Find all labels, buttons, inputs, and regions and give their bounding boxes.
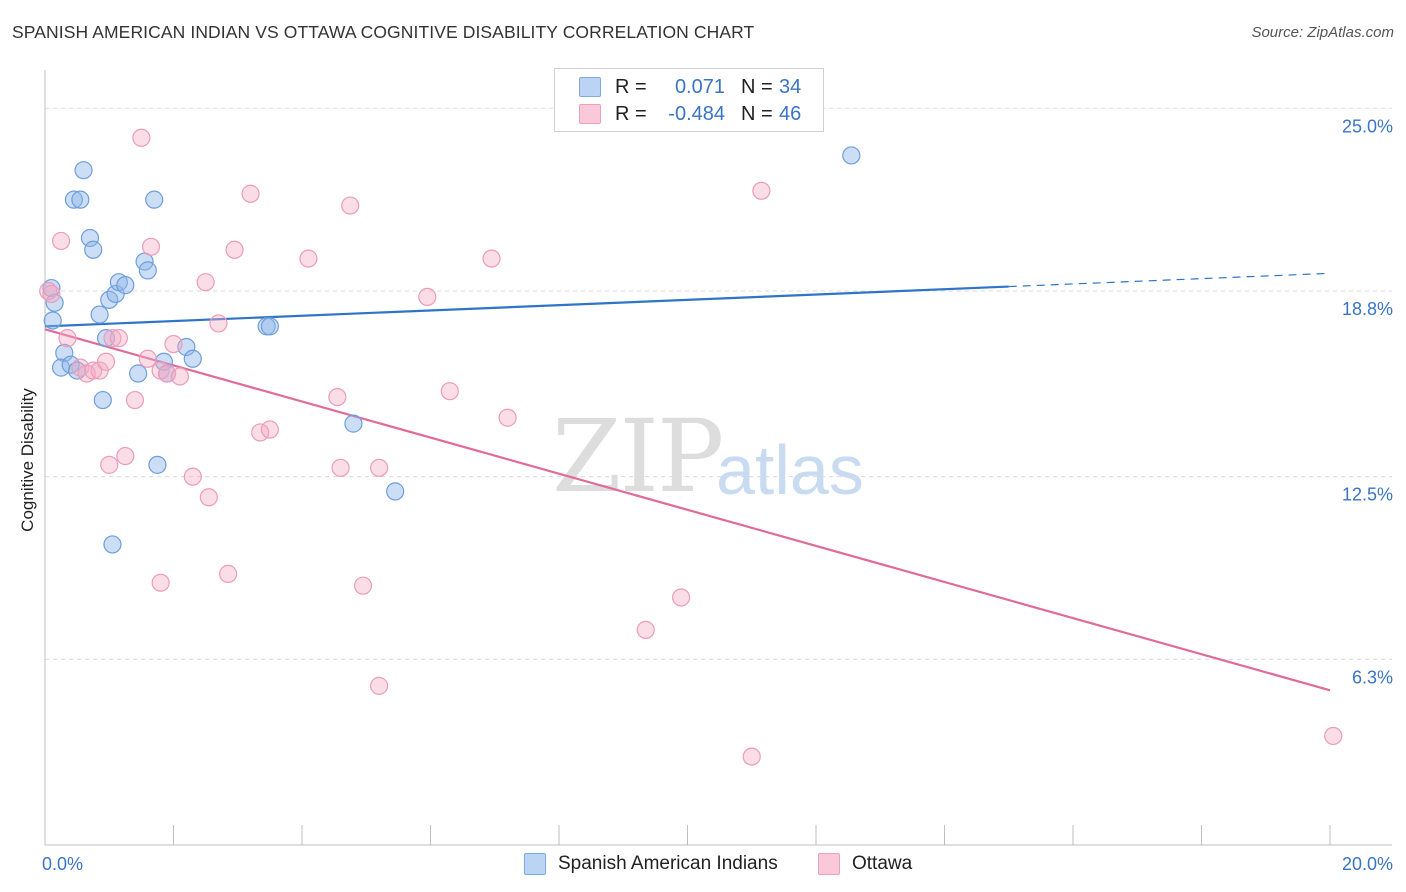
ottawa-point xyxy=(58,329,77,348)
ottawa-point xyxy=(151,573,170,592)
ottawa-point xyxy=(219,564,238,583)
spanish-american-indians-trend-extension xyxy=(1008,272,1331,288)
ottawa-point xyxy=(370,458,389,477)
ottawa-point xyxy=(671,588,691,607)
r-value: 0.071 xyxy=(674,75,725,98)
chart-title: SPANISH AMERICAN INDIAN VS OTTAWA COGNIT… xyxy=(12,22,755,42)
spanish-american-indians-point xyxy=(55,343,74,362)
spanish-american-indians-point xyxy=(93,390,112,410)
ottawa-point xyxy=(199,488,218,507)
spanish-american-indians-point xyxy=(116,276,135,295)
ottawa-point xyxy=(209,314,228,333)
spanish-american-indians-point xyxy=(183,349,202,368)
spanish-american-indians-point xyxy=(260,317,279,336)
r-label: R = xyxy=(615,102,647,125)
ottawa-point xyxy=(742,747,761,766)
ottawa-point xyxy=(183,467,202,486)
ottawa-trend-line xyxy=(44,328,1331,692)
spanish-american-indians-point xyxy=(344,414,363,433)
ottawa-point xyxy=(636,620,655,639)
ottawa-point xyxy=(164,334,183,354)
y-tick-label: 18.8% xyxy=(1342,299,1393,319)
ottawa-swatch xyxy=(579,104,601,124)
x-tick-label: 20.0% xyxy=(1342,854,1393,874)
spanish-american-indians-legend-swatch xyxy=(524,853,546,875)
ottawa-point xyxy=(752,181,771,200)
ottawa-point xyxy=(125,390,145,410)
axes xyxy=(44,70,1392,846)
y-tick-label: 6.3% xyxy=(1352,667,1393,687)
y-tick-label: 12.5% xyxy=(1342,485,1393,505)
ottawa-point xyxy=(299,249,318,268)
spanish-american-indians-point xyxy=(43,311,62,330)
spanish-american-indians-swatch xyxy=(579,77,601,97)
ottawa-point xyxy=(84,361,103,380)
ottawa-point xyxy=(1324,726,1343,746)
ottawa-point xyxy=(51,231,71,251)
spanish-american-indians-point xyxy=(71,190,90,209)
ottawa-point xyxy=(116,446,135,466)
ottawa-point xyxy=(328,387,347,407)
ottawa-point xyxy=(370,676,389,695)
spanish-american-indians-point xyxy=(74,161,93,180)
watermark-atlas: atlas xyxy=(716,431,864,509)
ottawa-point xyxy=(109,329,128,348)
ottawa-point xyxy=(132,128,151,147)
spanish-american-indians-point xyxy=(148,455,167,474)
ottawa-point xyxy=(42,284,61,304)
spanish-american-indians-trend-line xyxy=(44,285,1009,328)
ottawa-point xyxy=(225,240,244,259)
ottawa-point xyxy=(100,455,119,474)
legend-item-spanish-american-indians[interactable]: Spanish American Indians xyxy=(524,852,778,876)
spanish-american-indians-point xyxy=(42,278,61,298)
tick-labels: 6.3% 12.5% 18.8% 25.0% 0.0% 20.0% xyxy=(42,116,1393,874)
spanish-american-indians-point xyxy=(84,240,103,259)
data-points xyxy=(39,128,1343,766)
spanish-american-indians-point xyxy=(80,228,100,248)
source-credit: Source: ZipAtlas.com xyxy=(1251,24,1394,41)
ottawa-point xyxy=(260,420,279,439)
legend-item-ottawa[interactable]: Ottawa xyxy=(818,852,912,876)
ottawa-point xyxy=(141,237,161,256)
stats-row-ottawa: R = -0.484 N = 46 xyxy=(579,102,801,126)
ottawa-point xyxy=(196,273,215,292)
n-label: N = xyxy=(741,102,773,125)
n-value: 34 xyxy=(779,75,802,98)
ottawa-point xyxy=(498,408,517,427)
ottawa-point xyxy=(418,287,437,307)
spanish-american-indians-point xyxy=(386,482,405,501)
spanish-american-indians-point xyxy=(138,261,157,280)
spanish-american-indians-point xyxy=(145,190,164,209)
ottawa-legend-swatch xyxy=(818,853,840,875)
spanish-american-indians-point xyxy=(90,305,109,324)
ottawa-point xyxy=(331,458,350,477)
ottawa-point xyxy=(353,576,373,595)
legend-label: Spanish American Indians xyxy=(558,853,778,874)
ottawa-point xyxy=(138,349,157,368)
trend-lines xyxy=(44,272,1331,692)
ottawa-point xyxy=(482,249,501,268)
spanish-american-indians-point xyxy=(103,535,122,554)
ottawa-point xyxy=(341,196,360,215)
legend-label: Ottawa xyxy=(852,853,913,874)
ottawa-point xyxy=(241,184,260,203)
ottawa-point xyxy=(103,329,122,348)
r-label: R = xyxy=(615,75,647,98)
spanish-american-indians-point xyxy=(64,190,84,209)
stats-row-spanish-american-indians: R = 0.071 N = 34 xyxy=(579,75,801,99)
spanish-american-indians-point xyxy=(842,146,861,165)
ottawa-point xyxy=(440,382,459,401)
ottawa-point xyxy=(96,352,116,371)
n-label: N = xyxy=(741,75,773,98)
spanish-american-indians-point xyxy=(96,329,116,348)
n-value: 46 xyxy=(779,102,802,125)
x-tick-label: 0.0% xyxy=(42,854,83,874)
ottawa-point xyxy=(39,281,58,301)
stats-legend: R = 0.071 N = 34 R = -0.484 N = 46 xyxy=(554,68,824,132)
spanish-american-indians-point xyxy=(129,364,148,383)
ottawa-point xyxy=(170,367,190,386)
r-value: -0.484 xyxy=(668,102,725,125)
y-tick-label: 25.0% xyxy=(1342,116,1393,136)
